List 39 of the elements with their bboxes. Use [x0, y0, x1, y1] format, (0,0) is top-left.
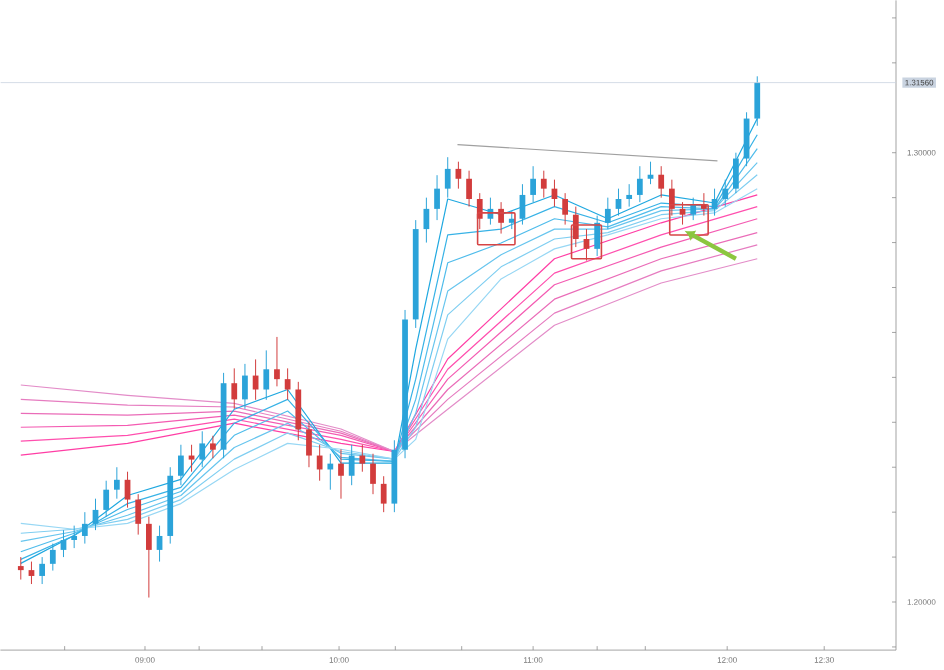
candlestick [722, 179, 729, 208]
candlestick [733, 152, 739, 194]
candlestick [540, 170, 547, 199]
candlestick [103, 480, 110, 518]
candlestick [370, 453, 376, 495]
candlestick [17, 556, 24, 581]
candlestick [530, 165, 536, 203]
candlestick [338, 449, 344, 500]
candlestick [380, 476, 387, 513]
candlestick [562, 192, 569, 226]
candlestick [263, 350, 270, 401]
candlestick [284, 368, 291, 401]
candlestick [604, 197, 611, 230]
candlestick [348, 444, 355, 486]
candlestick [636, 165, 643, 203]
candlestick [135, 493, 142, 536]
candlestick [199, 431, 206, 469]
candlestick [71, 525, 78, 549]
candlestick [594, 215, 601, 257]
candlestick [113, 467, 120, 500]
candlestick [423, 197, 430, 244]
candlestick [626, 183, 633, 208]
candlestick [210, 435, 216, 460]
candlestick [466, 170, 472, 208]
candlestick [658, 165, 665, 199]
candlestick [306, 422, 312, 469]
candlestick [39, 556, 46, 585]
candlestick [178, 444, 184, 486]
candlestick [444, 156, 451, 199]
candlestick [242, 363, 248, 410]
candlestick [81, 511, 88, 545]
candlestick [690, 197, 697, 221]
candlestick [274, 336, 280, 388]
candlestick [145, 516, 152, 599]
candlestick [231, 368, 238, 410]
candlestick [359, 444, 366, 473]
candlestick [316, 444, 323, 482]
candlestick [295, 381, 302, 442]
candlestick [434, 174, 440, 221]
